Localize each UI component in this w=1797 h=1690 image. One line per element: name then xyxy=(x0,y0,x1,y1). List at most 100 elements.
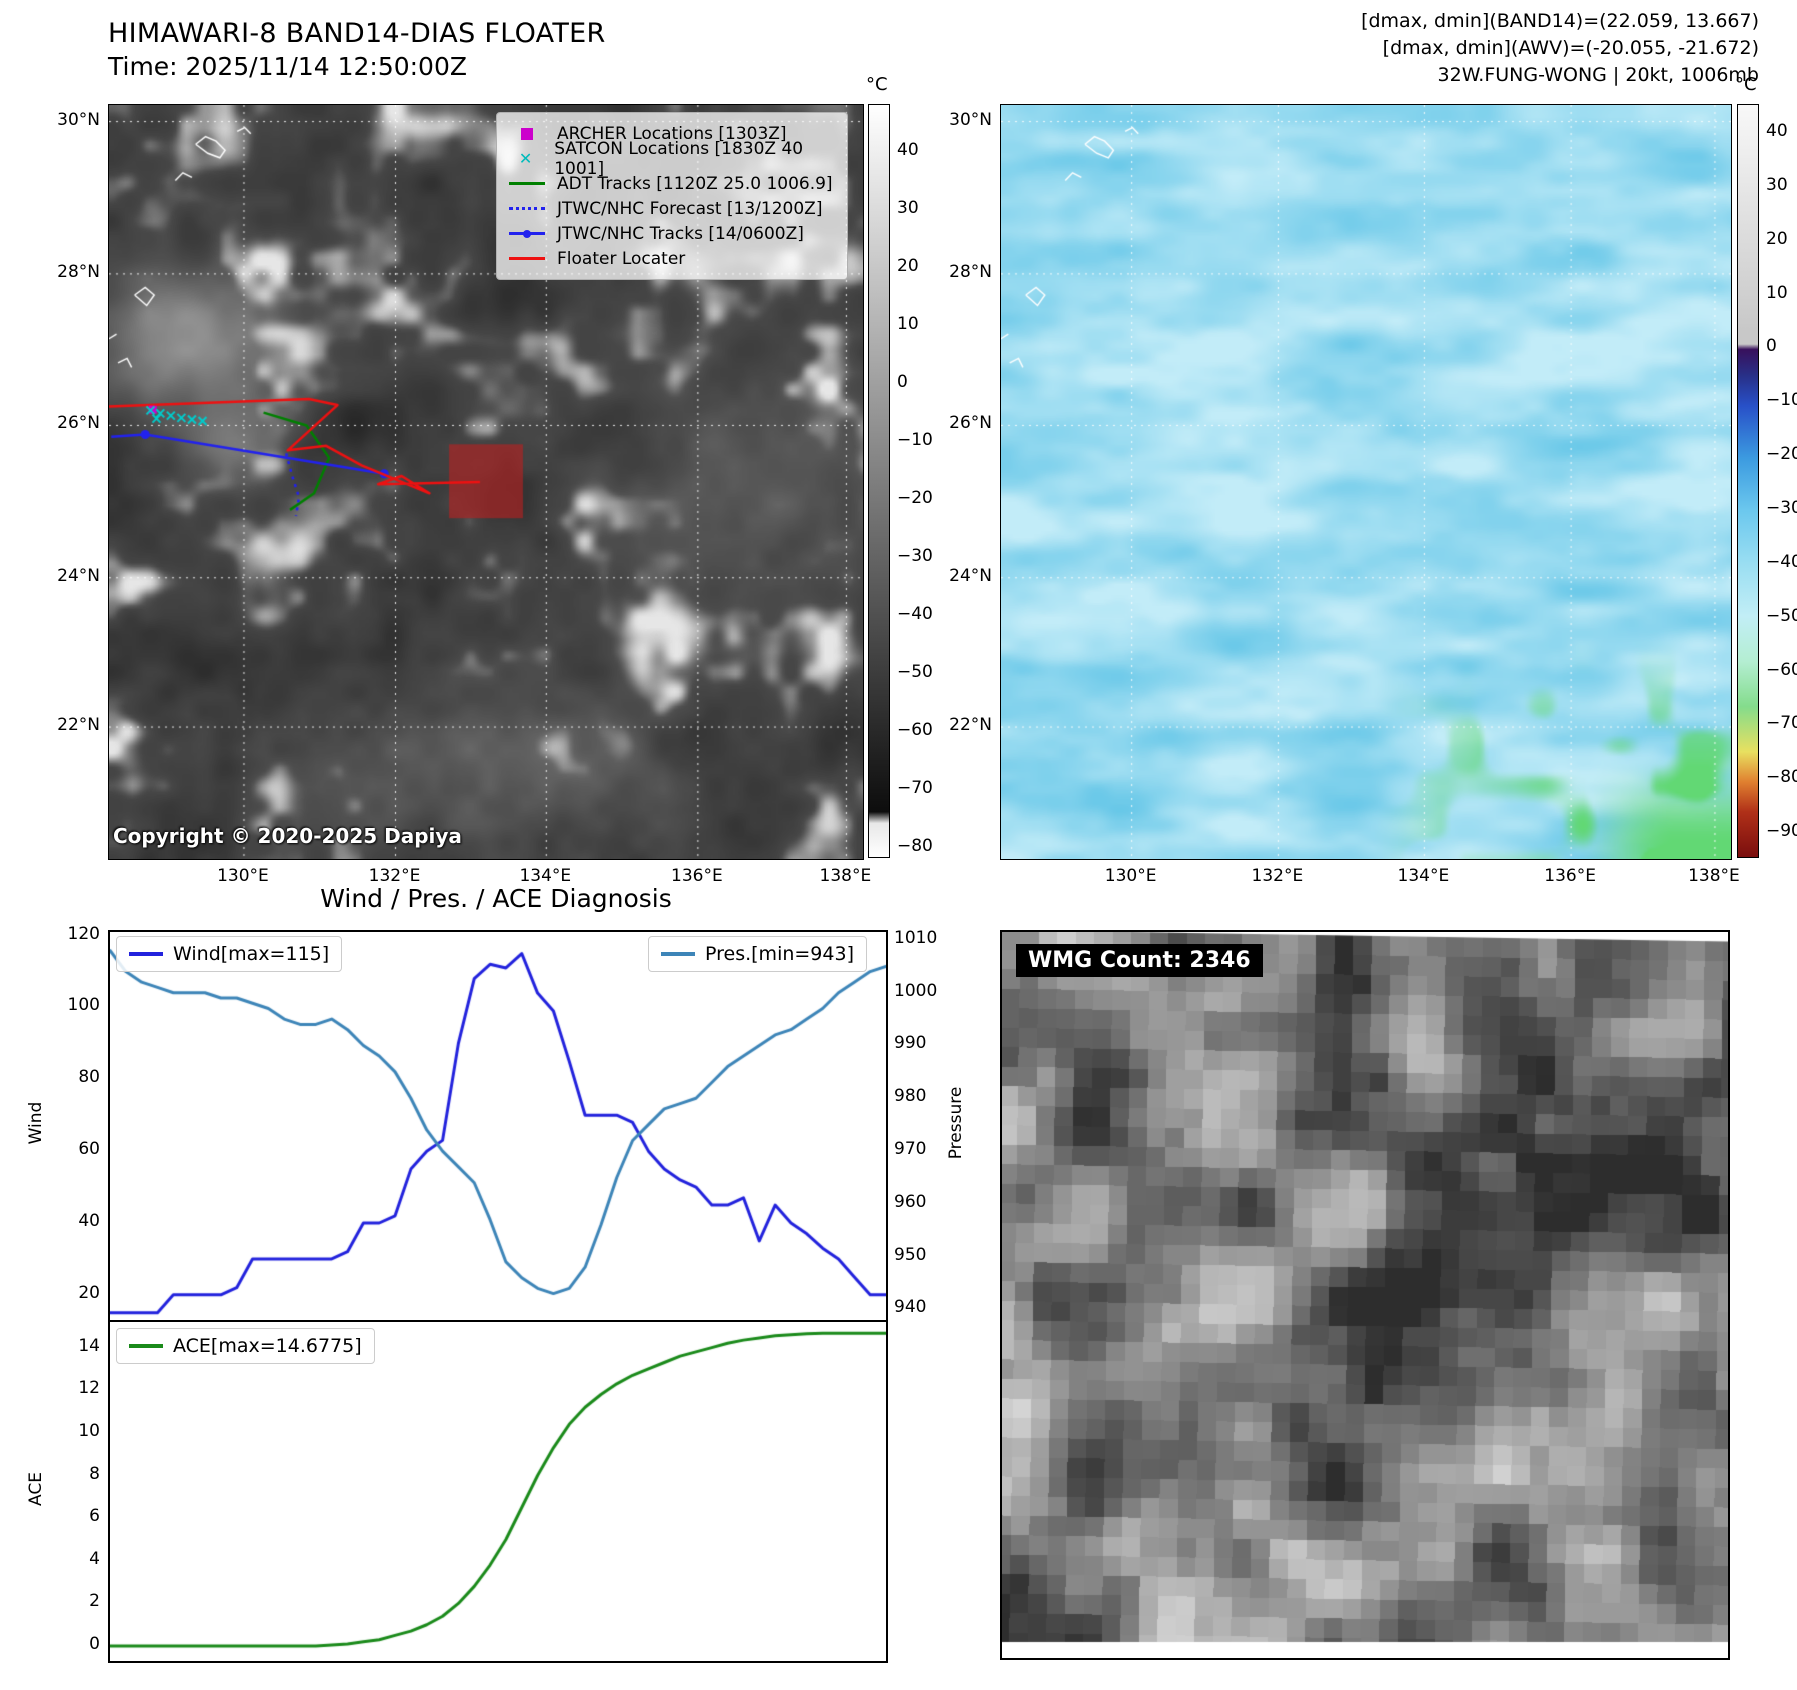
awv-colorbar-tick: −10 xyxy=(1766,390,1797,411)
awv-lat-label: 30°N xyxy=(949,109,992,130)
ace-axis-tick: 6 xyxy=(89,1506,100,1527)
legend-item: JTWC/NHC Tracks [14/0600Z] xyxy=(507,221,837,246)
band14-colorbar-tick: −80 xyxy=(897,836,933,857)
awv-colorbar-tick: 10 xyxy=(1766,282,1788,303)
ace-axis-tick: 8 xyxy=(89,1463,100,1484)
ace-axis-tick: 14 xyxy=(78,1335,100,1356)
dotted-marker xyxy=(507,207,547,210)
awv-header-dmax-band14: [dmax, dmin](BAND14)=(22.059, 13.667) xyxy=(1361,10,1759,32)
awv-colorbar-tick: −60 xyxy=(1766,659,1797,680)
ace-axis-tick: 10 xyxy=(78,1420,100,1441)
awv-lon-label: 138°E xyxy=(1688,866,1740,886)
band14-lat-label: 28°N xyxy=(57,261,100,282)
wmg-image xyxy=(1002,932,1728,1658)
band14-lat-label: 30°N xyxy=(57,109,100,130)
ace-line-sample xyxy=(129,1344,163,1348)
line-marker xyxy=(507,182,547,185)
wind-line-sample xyxy=(129,952,163,956)
band14-colorbar-tick: −20 xyxy=(897,488,933,509)
wind-axis-title: Wind xyxy=(26,1101,46,1145)
awv-lat-label: 24°N xyxy=(949,565,992,586)
band14-lon-label: 134°E xyxy=(519,866,572,886)
band14-lat-label: 22°N xyxy=(57,715,100,736)
band14-colorbar-unit: °C xyxy=(866,74,888,95)
awv-header: [dmax, dmin](BAND14)=(22.059, 13.667) [d… xyxy=(1100,8,1759,89)
pressure-legend-label: Pres.[min=943] xyxy=(705,943,854,965)
awv-colorbar-tick: −30 xyxy=(1766,497,1797,518)
ace-axis-tick: 4 xyxy=(89,1548,100,1569)
band14-colorbar-tick: −10 xyxy=(897,430,933,451)
awv-lon-label: 134°E xyxy=(1397,866,1450,886)
legend-item-label: ADT Tracks [1120Z 25.0 1006.9] xyxy=(557,173,833,194)
square-marker xyxy=(507,127,547,140)
legend-item-label: ARCHER Locations [1303Z] xyxy=(557,123,787,144)
awv-colorbar-tick: −50 xyxy=(1766,605,1797,626)
awv-lon-label: 132°E xyxy=(1251,866,1304,886)
ace-axis-tick: 0 xyxy=(89,1634,100,1655)
ace-axis-title: ACE xyxy=(26,1472,46,1506)
band14-time-label: Time: 2025/11/14 12:50:00Z xyxy=(108,52,467,81)
band14-colorbar-tick: 20 xyxy=(897,256,919,277)
wind-axis-tick: 80 xyxy=(78,1067,100,1088)
awv-colorbar xyxy=(1737,104,1759,858)
awv-header-dmax-awv: [dmax, dmin](AWV)=(-20.055, -21.672) xyxy=(1382,37,1759,59)
band14-lon-label: 130°E xyxy=(217,866,269,886)
legend-item: ARCHER Locations [1303Z] xyxy=(507,121,837,146)
band14-colorbar-tick: −30 xyxy=(897,546,933,567)
legend-item: ✕ SATCON Locations [1830Z 40 1001] xyxy=(507,139,837,179)
pressure-axis-tick: 990 xyxy=(894,1033,927,1054)
band14-lat-label: 26°N xyxy=(57,413,100,434)
legend-item-label: JTWC/NHC Forecast [13/1200Z] xyxy=(557,198,823,219)
awv-lat-label: 28°N xyxy=(949,261,992,282)
wind-pressure-chart xyxy=(108,930,888,1322)
awv-lon-label: 136°E xyxy=(1544,866,1596,886)
band14-colorbar-tick: 30 xyxy=(897,198,919,219)
wind-legend: Wind[max=115] xyxy=(116,936,343,972)
band14-colorbar-tick: −40 xyxy=(897,604,933,625)
wind-axis-tick: 100 xyxy=(67,995,100,1016)
line-dot-marker xyxy=(507,230,547,238)
wind-axis-tick: 60 xyxy=(78,1139,100,1160)
legend-item-label: JTWC/NHC Tracks [14/0600Z] xyxy=(557,223,804,244)
awv-satellite-map xyxy=(1000,104,1732,860)
x-glyph: ✕ xyxy=(518,148,533,168)
awv-colorbar-tick: −20 xyxy=(1766,444,1797,465)
awv-colorbar-tick: −40 xyxy=(1766,551,1797,572)
awv-colorbar-tick: −90 xyxy=(1766,821,1797,842)
band14-lon-label: 138°E xyxy=(819,866,872,886)
band14-colorbar-tick: −60 xyxy=(897,720,933,741)
awv-colorbar-tick: 30 xyxy=(1766,174,1788,195)
pressure-axis-tick: 1000 xyxy=(894,980,938,1001)
legend-item-label: Floater Locater xyxy=(557,248,686,269)
band14-colorbar-tick: 40 xyxy=(897,140,919,161)
ace-axis-tick: 2 xyxy=(89,1591,100,1612)
ace-legend: ACE[max=14.6775] xyxy=(116,1328,375,1364)
ace-legend-label: ACE[max=14.6775] xyxy=(173,1335,362,1357)
pressure-line-sample xyxy=(661,952,695,956)
awv-lat-label: 22°N xyxy=(949,715,992,736)
band14-lat-label: 24°N xyxy=(57,565,100,586)
band14-lon-label: 136°E xyxy=(671,866,723,886)
band14-colorbar-tick: −50 xyxy=(897,662,933,683)
band14-colorbar-tick: 0 xyxy=(897,372,908,393)
ace-axis-tick: 12 xyxy=(78,1378,100,1399)
legend-item: Floater Locater xyxy=(507,246,837,271)
ace-chart xyxy=(108,1320,888,1663)
awv-colorbar-tick: 0 xyxy=(1766,336,1777,357)
awv-colorbar-tick: 20 xyxy=(1766,228,1788,249)
legend-item-label: SATCON Locations [1830Z 40 1001] xyxy=(554,138,804,179)
wmg-count-label: WMG Count: 2346 xyxy=(1016,944,1263,977)
wind-axis-tick: 20 xyxy=(78,1282,100,1303)
awv-lon-label: 130°E xyxy=(1104,866,1157,886)
pressure-axis-title: Pressure xyxy=(946,1086,966,1160)
copyright-label: Copyright © 2020-2025 Dapiya xyxy=(113,824,462,848)
band14-map-legend: ARCHER Locations [1303Z] ✕ SATCON Location… xyxy=(496,112,848,280)
pressure-axis-tick: 970 xyxy=(894,1139,927,1160)
awv-colorbar-unit: °C xyxy=(1735,74,1757,95)
legend-item: JTWC/NHC Forecast [13/1200Z] xyxy=(507,196,837,221)
pressure-axis-tick: 940 xyxy=(894,1297,927,1318)
pressure-axis-tick: 1010 xyxy=(894,927,938,948)
pressure-axis-tick: 980 xyxy=(894,1086,927,1107)
wind-axis-tick: 40 xyxy=(78,1211,100,1231)
